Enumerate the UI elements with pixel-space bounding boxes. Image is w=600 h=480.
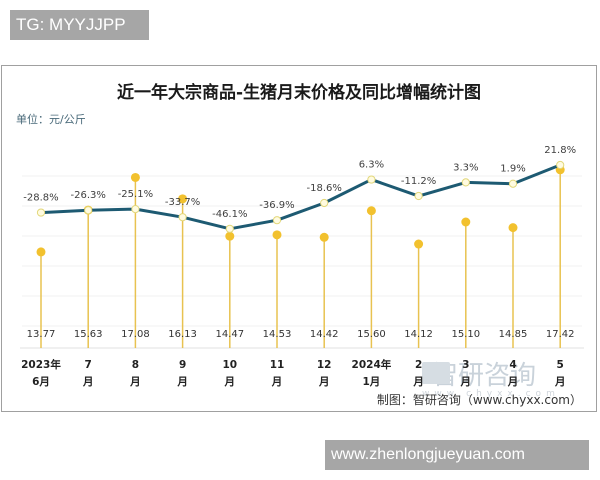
price-dot <box>225 231 235 241</box>
x-axis-label: 1月 <box>362 376 380 388</box>
price-dot <box>272 230 282 240</box>
x-axis-label: 12 <box>317 359 332 371</box>
watermark-logo-icon <box>422 362 450 384</box>
yoy-marker <box>461 178 470 187</box>
price-label: 14.42 <box>310 329 339 340</box>
x-axis-label: 2 <box>415 359 422 371</box>
yoy-marker <box>367 175 376 184</box>
yoy-label: -33.7% <box>165 197 200 208</box>
x-axis-label: 月 <box>507 376 519 388</box>
yoy-label: -11.2% <box>401 176 436 187</box>
price-label: 13.77 <box>27 329 56 340</box>
yoy-label: 1.9% <box>500 164 525 175</box>
x-axis-label: 月 <box>271 376 283 388</box>
yoy-label: -46.1% <box>212 209 247 220</box>
yoy-label: -36.9% <box>259 200 294 211</box>
price-label: 16.13 <box>168 329 197 340</box>
yoy-label: -18.6% <box>307 183 342 194</box>
price-label: 15.10 <box>451 329 480 340</box>
yoy-growth-line <box>40 163 561 231</box>
price-dot <box>36 247 46 257</box>
unit-label: 单位：元/公斤 <box>16 113 86 126</box>
chart-frame: 近一年大宗商品-生猪月末价格及同比增幅统计图 单位：元/公斤 智研咨询 www.c… <box>1 65 597 412</box>
price-dot <box>319 232 329 242</box>
yoy-marker <box>272 216 282 225</box>
x-axis-label: 2023年 <box>21 358 61 371</box>
price-dot <box>414 239 424 249</box>
yoy-label: 21.8% <box>544 145 576 156</box>
source-credit: 制图：智研咨询（www.chyxx.com） <box>376 393 582 407</box>
svg-text:www.chyxx.com: www.chyxx.com <box>422 389 560 399</box>
price-dot <box>130 172 140 182</box>
price-label: 15.60 <box>357 329 386 340</box>
x-axis-label: 8 <box>132 359 139 371</box>
top-watermark-tag: TG: MYYJJPP <box>10 10 149 40</box>
x-axis-label: 月 <box>412 376 424 388</box>
yoy-label: -28.8% <box>23 193 58 204</box>
x-axis-label: 月 <box>224 376 236 388</box>
yoy-marker <box>225 224 234 233</box>
yoy-marker <box>556 160 565 170</box>
x-axis-label: 月 <box>460 376 472 388</box>
x-axis-label: 月 <box>176 376 188 388</box>
yoy-marker <box>414 191 423 201</box>
yoy-label: 6.3% <box>359 160 384 171</box>
price-dot <box>508 223 518 233</box>
price-dot <box>178 194 188 204</box>
x-axis-label: 9 <box>179 359 186 371</box>
x-axis-label: 月 <box>318 376 330 388</box>
chart-title: 近一年大宗商品-生猪月末价格及同比增幅统计图 <box>116 83 482 103</box>
price-label: 14.85 <box>499 329 528 340</box>
yoy-marker <box>320 198 329 208</box>
x-axis-label: 5 <box>557 359 564 371</box>
yoy-marker <box>36 208 46 217</box>
price-label: 15.63 <box>74 329 103 340</box>
x-axis-label: 月 <box>82 376 94 388</box>
price-label: 14.47 <box>215 329 244 340</box>
x-axis-label: 月 <box>554 376 566 388</box>
yoy-label: -26.3% <box>71 190 106 201</box>
x-axis-label: 10 <box>222 359 237 371</box>
price-dot <box>366 206 376 216</box>
yoy-marker <box>508 179 518 188</box>
x-axis-label: 7 <box>85 359 92 371</box>
yoy-label: -25.1% <box>118 189 153 200</box>
x-axis-label: 2024年 <box>352 358 392 371</box>
yoy-marker <box>84 206 93 215</box>
x-axis-label: 6月 <box>32 376 50 388</box>
x-axis-label: 11 <box>270 359 285 371</box>
price-label: 17.08 <box>121 329 150 340</box>
x-axis-label: 3 <box>462 359 469 371</box>
yoy-label: 3.3% <box>453 162 478 173</box>
price-dot <box>461 217 471 227</box>
yoy-marker <box>178 213 187 222</box>
x-axis-label: 月 <box>129 376 141 388</box>
price-label: 17.42 <box>546 329 575 340</box>
x-axis-label: 4 <box>509 359 516 371</box>
bottom-watermark-tag: www.zhenlongjueyuan.com <box>325 440 589 470</box>
yoy-marker <box>131 204 140 214</box>
price-label: 14.53 <box>263 329 292 340</box>
price-label: 14.12 <box>404 329 433 340</box>
